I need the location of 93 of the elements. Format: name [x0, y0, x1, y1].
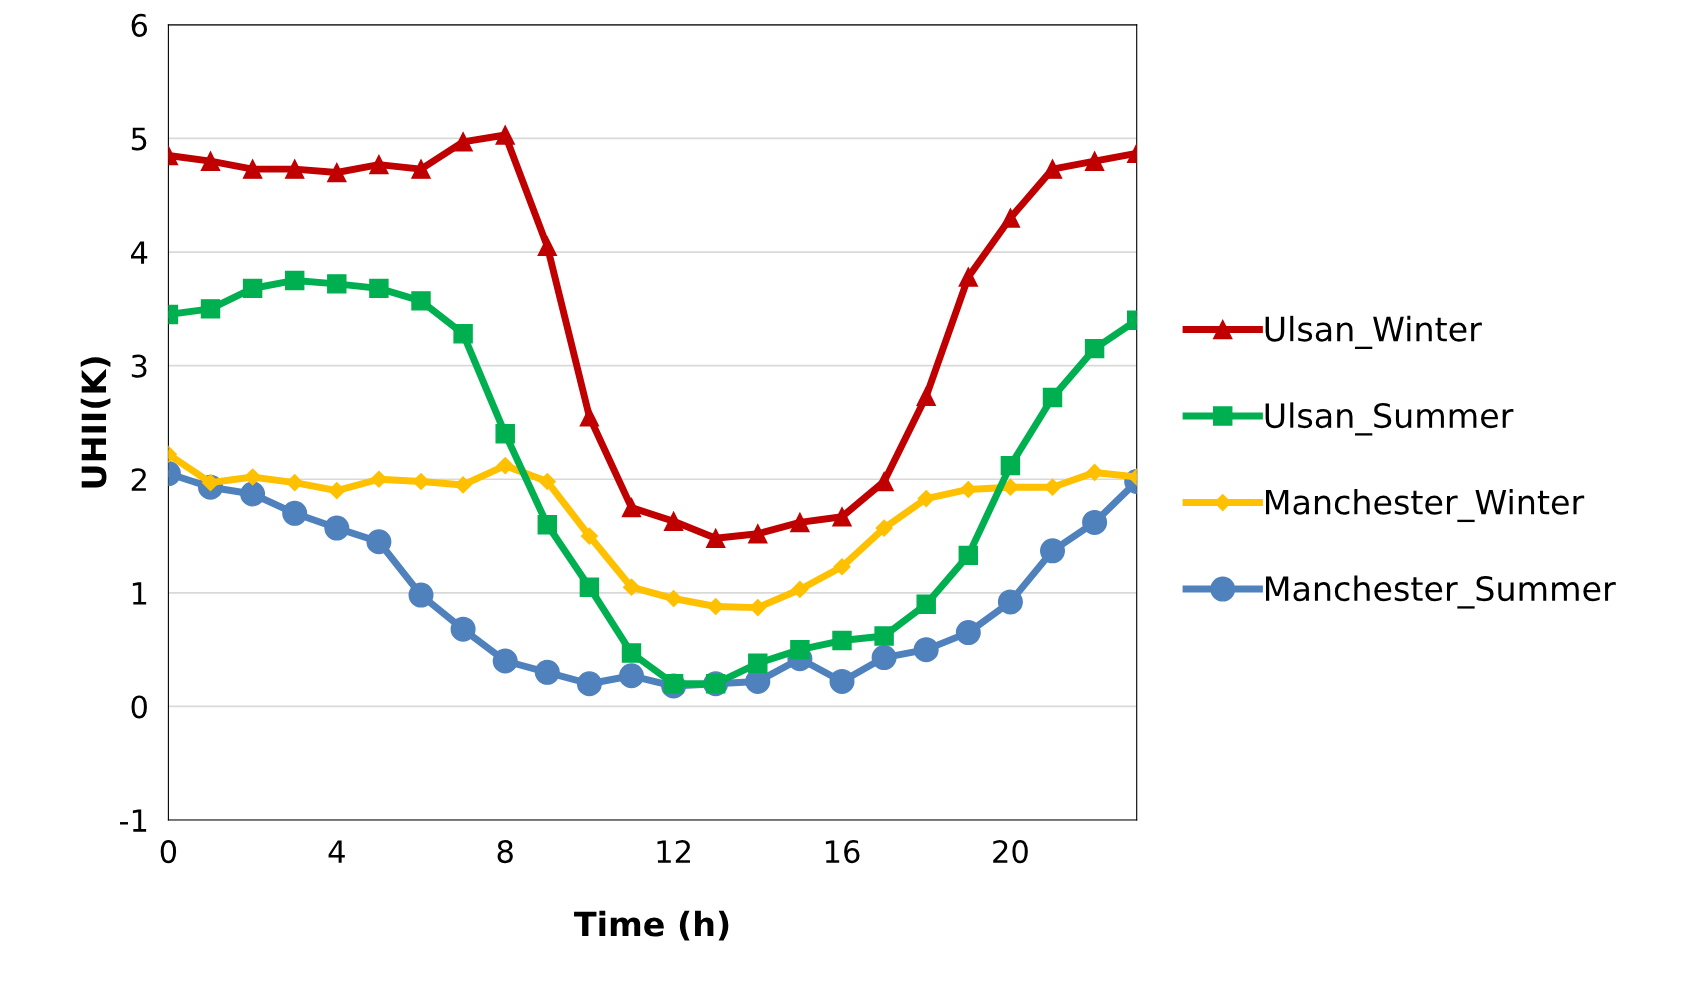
point [1042, 159, 1063, 179]
point [1039, 538, 1066, 564]
point [875, 519, 893, 537]
y-tick-label: 5 [131, 127, 147, 151]
point [621, 497, 642, 518]
point [200, 151, 221, 171]
point [242, 159, 263, 179]
point [240, 481, 266, 507]
point [790, 512, 810, 533]
point [495, 125, 515, 145]
point [496, 457, 514, 475]
point [244, 468, 262, 486]
point [576, 671, 602, 697]
point [832, 630, 852, 651]
point [1042, 387, 1063, 408]
point [453, 132, 473, 152]
point [916, 594, 936, 614]
point [282, 500, 308, 526]
point [284, 159, 305, 179]
point [1084, 338, 1105, 359]
point [411, 291, 431, 311]
point [495, 424, 515, 444]
x-tick-label: 4 [328, 840, 345, 863]
point [618, 663, 645, 689]
point [621, 643, 642, 663]
point [705, 528, 726, 549]
x-tick-label: 16 [825, 840, 860, 864]
point [958, 545, 979, 566]
point [1000, 208, 1021, 228]
point [242, 278, 263, 299]
x-tick-label: 20 [993, 840, 1028, 864]
y-tick-label: 0 [131, 695, 147, 719]
point [537, 236, 558, 257]
point [369, 278, 389, 299]
point [790, 639, 810, 660]
point [917, 490, 935, 508]
point [411, 159, 431, 179]
point [579, 407, 600, 427]
point [324, 515, 350, 541]
point [408, 582, 434, 608]
y-tick-label: 4 [131, 241, 148, 264]
point [450, 616, 476, 642]
point [286, 474, 304, 492]
legend-label: Manchester_Winter [1266, 488, 1585, 523]
point [537, 514, 558, 535]
point [327, 162, 347, 183]
point [829, 668, 855, 694]
point [791, 580, 809, 598]
point [492, 648, 518, 674]
point [366, 529, 392, 555]
x-tick-label: 8 [497, 840, 513, 864]
point [369, 154, 389, 175]
y-tick-label: -1 [119, 809, 147, 832]
point [748, 653, 768, 674]
point [1084, 151, 1105, 171]
y-axis-title: UHII(K) [80, 357, 111, 488]
point [871, 645, 897, 671]
point [955, 620, 981, 646]
point [916, 386, 936, 407]
point [1082, 509, 1108, 535]
point [997, 589, 1023, 615]
y-tick-label: 6 [131, 13, 148, 37]
point [874, 626, 894, 646]
point [913, 637, 939, 663]
point [832, 507, 852, 527]
x-axis-title: Time (h) [574, 910, 729, 941]
point [959, 480, 977, 499]
y-tick-label: 2 [131, 468, 146, 491]
point [538, 472, 556, 491]
point [284, 270, 305, 291]
point [327, 274, 347, 294]
point [833, 558, 851, 576]
legend-label: Manchester_Summer [1266, 575, 1616, 609]
point [958, 267, 979, 287]
point [579, 577, 600, 597]
x-tick-label: 0 [160, 840, 177, 864]
point [580, 527, 598, 545]
point [665, 589, 683, 608]
point [748, 524, 768, 544]
point [200, 299, 221, 319]
point [328, 482, 346, 500]
point [453, 324, 473, 344]
point [749, 599, 767, 617]
x-tick-label: 12 [657, 840, 690, 863]
point [534, 659, 560, 685]
point [1000, 455, 1021, 476]
y-tick-label: 3 [131, 354, 147, 378]
legend-label: Ulsan_Winter [1265, 315, 1482, 350]
point [663, 511, 684, 532]
y-tick-label: 1 [132, 582, 147, 605]
legend-label: Ulsan_Summer [1265, 402, 1514, 436]
point [874, 471, 894, 492]
point [622, 578, 641, 596]
